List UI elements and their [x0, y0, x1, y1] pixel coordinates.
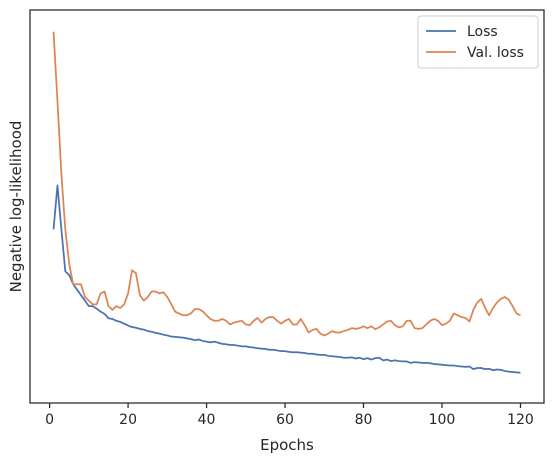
- series-layer: [52, 31, 521, 374]
- x-tick-label: 40: [198, 412, 216, 428]
- x-tick-label: 120: [507, 412, 534, 428]
- x-tick-label: 20: [119, 412, 137, 428]
- x-axis-label: Epochs: [260, 436, 314, 454]
- x-tick-label: 60: [276, 412, 294, 428]
- series-line-loss: [52, 184, 521, 374]
- x-tick-label: 100: [429, 412, 456, 428]
- x-axis: 0 20 40 60 80 100 120: [45, 403, 534, 428]
- legend-box: [417, 15, 539, 69]
- series-line-val-loss: [52, 31, 521, 337]
- legend: Loss Val. loss: [417, 15, 539, 69]
- y-axis-label: Negative log-likelihood: [7, 121, 25, 293]
- x-tick-label: 80: [355, 412, 373, 428]
- axes-frame: [29, 9, 545, 404]
- legend-label: Val. loss: [467, 45, 524, 61]
- legend-label: Loss: [467, 24, 498, 40]
- x-tick-label: 0: [45, 412, 54, 428]
